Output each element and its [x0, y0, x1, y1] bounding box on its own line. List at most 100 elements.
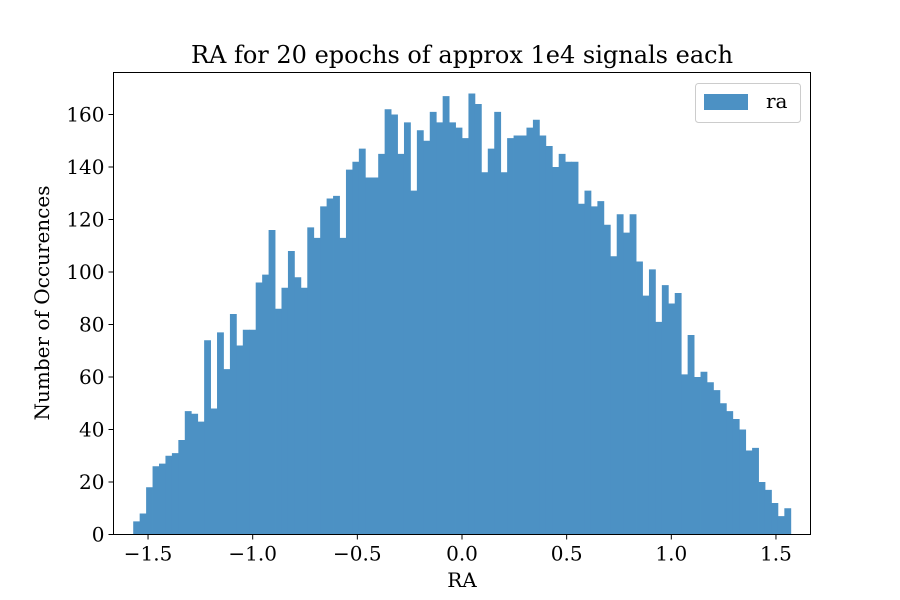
histogram-bar — [210, 408, 218, 535]
histogram-bar — [371, 177, 379, 535]
histogram-bar — [507, 138, 514, 535]
histogram-bar — [616, 214, 624, 535]
histogram-bar — [642, 295, 650, 535]
histogram-bar — [578, 203, 585, 535]
histogram-bar — [661, 285, 669, 535]
histogram-bar — [152, 466, 160, 535]
legend-label-ra: ra — [766, 89, 788, 113]
histogram-bar — [455, 127, 463, 535]
histogram-bar — [597, 201, 605, 535]
histogram-bar — [313, 237, 321, 535]
histogram-bar — [739, 429, 747, 535]
x-tick-label: 0.5 — [551, 542, 583, 566]
histogram-bar — [333, 195, 340, 535]
y-tick-label: 0 — [92, 523, 105, 547]
histogram-bar — [687, 335, 695, 535]
x-tick-label: 1.0 — [655, 542, 687, 566]
x-tick-label: 1.5 — [760, 542, 792, 566]
histogram-bar — [262, 274, 269, 535]
y-tick-label: 60 — [79, 365, 104, 389]
histogram-bar — [242, 329, 250, 535]
histogram-bar — [229, 314, 237, 535]
histogram-bar — [197, 421, 205, 535]
histogram-bar — [603, 224, 611, 535]
histogram-bar — [481, 172, 489, 535]
histogram-bar — [281, 287, 289, 535]
histogram-bar — [184, 411, 192, 535]
legend-swatch — [704, 94, 748, 110]
histogram-bar — [494, 111, 502, 535]
y-tick-label: 80 — [79, 313, 104, 337]
x-axis-label: RA — [447, 568, 477, 592]
histogram-bar — [423, 140, 431, 535]
histogram-bar — [287, 251, 295, 535]
histogram-bar — [558, 153, 566, 535]
histogram-bar — [719, 403, 727, 535]
histogram-bar — [784, 508, 792, 535]
bars-group — [133, 93, 792, 535]
histogram-bar — [726, 411, 734, 535]
y-tick-label: 20 — [79, 470, 104, 494]
histogram-bar — [532, 119, 540, 535]
histogram-bar — [236, 345, 244, 535]
histogram-bar — [565, 161, 572, 535]
histogram-bar — [706, 382, 714, 535]
y-axis-ticks: 0 20 40 60 80 100 120 140 160 — [66, 103, 114, 547]
histogram-bar — [191, 413, 199, 535]
histogram-bar — [648, 269, 656, 535]
y-tick-label: 120 — [66, 208, 104, 232]
histogram-bar — [590, 206, 598, 535]
histogram-bar — [275, 308, 282, 535]
histogram-bar — [365, 177, 373, 535]
histogram-bar — [358, 148, 366, 535]
y-tick-label: 40 — [79, 418, 104, 442]
histogram-bar — [584, 190, 592, 535]
histogram-bar — [636, 261, 643, 535]
x-tick-label: −1.0 — [228, 542, 277, 566]
histogram-bar — [339, 237, 347, 535]
histogram-bar — [442, 96, 450, 535]
histogram-bar — [171, 453, 179, 535]
histogram-bar — [403, 122, 411, 535]
histogram-bar — [378, 153, 386, 535]
histogram-bar — [223, 369, 231, 535]
histogram-bar — [468, 93, 476, 535]
histogram-bar — [758, 482, 766, 535]
y-tick-label: 100 — [66, 260, 104, 284]
chart-title: RA for 20 epochs of approx 1e4 signals e… — [191, 41, 733, 69]
histogram-bar — [629, 214, 637, 535]
histogram-bar — [320, 206, 328, 535]
histogram-bar — [146, 487, 153, 535]
histogram-bar — [681, 374, 689, 535]
histogram-bar — [139, 513, 147, 535]
histogram-bar — [204, 340, 211, 535]
x-tick-label: 0.0 — [446, 542, 478, 566]
x-tick-label: −1.5 — [124, 542, 173, 566]
histogram-bar — [326, 198, 334, 535]
histogram-bar — [133, 521, 141, 535]
histogram-bar — [436, 122, 444, 535]
histogram-bar — [623, 232, 631, 535]
histogram-bar — [713, 390, 721, 535]
y-tick-label: 160 — [66, 103, 104, 127]
histogram-bar — [255, 282, 263, 535]
histogram-bar — [694, 377, 701, 535]
histogram-bar — [165, 455, 173, 535]
histogram-bar — [159, 463, 166, 535]
histogram-bar — [526, 127, 534, 535]
histogram-bar — [384, 109, 392, 535]
histogram-bar — [513, 135, 521, 535]
histogram-bar — [674, 293, 682, 535]
x-axis-ticks: −1.5 −1.0 −0.5 0.0 0.5 1.0 1.5 — [124, 534, 792, 566]
histogram-bar — [307, 227, 315, 535]
y-tick-label: 140 — [66, 155, 104, 179]
y-axis-label: Number of Occurences — [30, 186, 54, 421]
histogram-bar — [410, 190, 418, 535]
x-tick-label: −0.5 — [333, 542, 382, 566]
histogram-bar — [610, 256, 618, 535]
histogram-bar — [474, 104, 482, 535]
histogram-bar — [571, 161, 579, 535]
histogram-bar — [500, 172, 508, 535]
histogram-bar — [217, 332, 224, 535]
